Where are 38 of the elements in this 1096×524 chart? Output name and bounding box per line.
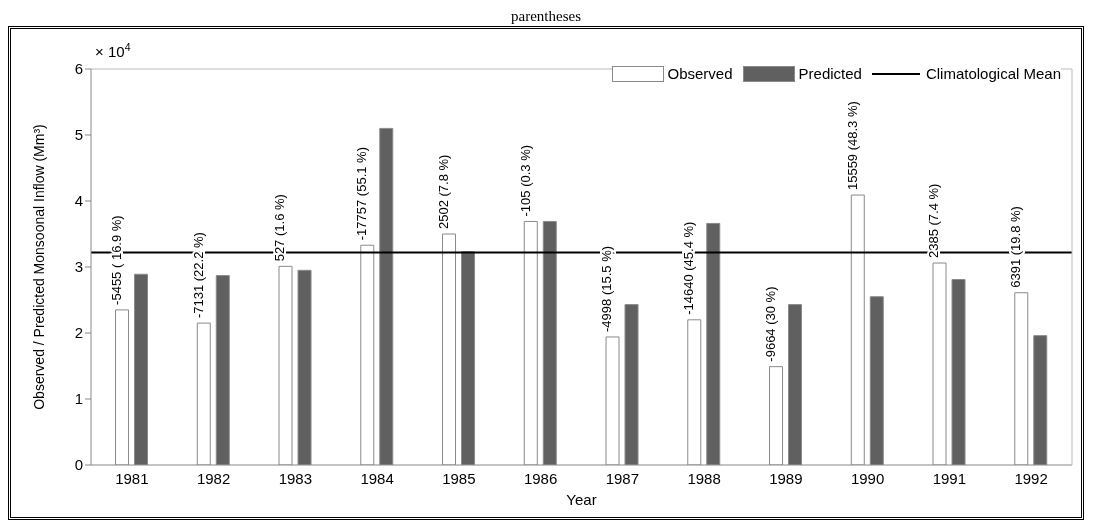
annotation: -9664 (30 %) [762,286,778,362]
annotation: 2502 (7.8 %) [435,154,451,229]
legend-label: Observed [666,65,733,82]
y-tick-label: 4 [74,192,83,210]
x-tick-label: 1982 [196,469,231,487]
y-axis-title: Observed / Predicted Monsoonal Inflow (Mm³) [30,124,47,410]
y-tick-label: 0 [74,456,83,474]
y-tick-label: 1 [74,390,83,408]
annotation: -14640 (45.4 %) [681,221,697,315]
y-tick-label: 3 [74,258,83,276]
x-tick-label: 1992 [1014,469,1048,487]
annotation: -105 (0.3 %) [517,144,533,217]
chart-title: parentheses [510,8,582,26]
x-tick-label: 1987 [605,469,640,487]
annotation: 15559 (48.3 %) [844,101,860,191]
text: × 10$^{4}$ [95,41,131,60]
annotation: 6391 (19.8 %) [1008,206,1024,288]
x-tick-label: 1985 [442,469,476,487]
annotation: -5455 ( 16.9 %) [108,215,124,305]
x-tick-label: 1991 [932,469,967,487]
x-tick-label: 1981 [115,469,149,487]
x-tick-label: 1990 [850,469,885,487]
annotation: 2385 (7.4 %) [926,183,942,259]
x-tick-label: 1983 [278,469,313,487]
y-tick-label: 2 [74,324,83,342]
x-axis-title: Year [566,491,597,508]
x-tick-label: 1988 [687,469,721,487]
annotation: -7131 (22.2 %) [190,232,206,319]
annotation: 527 (1.6 %) [272,194,288,262]
legend-label: Climatological Mean [924,65,1061,82]
legend-label: Predicted [797,65,862,82]
annotation: -17757 (55.1 %) [354,146,370,241]
y-tick-label: 6 [74,60,83,78]
annotation: -4998 (15.5 %) [599,245,615,332]
y-tick-label: 5 [74,126,83,144]
x-tick-label: 1989 [769,469,803,487]
x-tick-label: 1984 [360,469,394,487]
x-tick-label: 1986 [523,469,558,487]
